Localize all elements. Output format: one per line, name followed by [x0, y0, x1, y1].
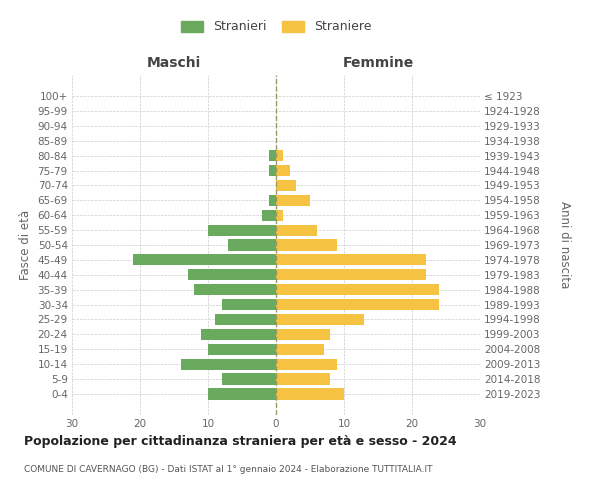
Bar: [276, 269, 425, 280]
Bar: [276, 254, 425, 266]
Bar: [208, 388, 276, 400]
Bar: [276, 329, 331, 340]
Text: Maschi: Maschi: [147, 56, 201, 70]
Bar: [262, 210, 276, 221]
Bar: [276, 150, 283, 161]
Bar: [276, 388, 344, 400]
Legend: Stranieri, Straniere: Stranieri, Straniere: [177, 16, 375, 37]
Y-axis label: Fasce di età: Fasce di età: [19, 210, 32, 280]
Bar: [276, 194, 310, 206]
Bar: [276, 299, 439, 310]
Bar: [229, 240, 276, 250]
Bar: [276, 180, 296, 191]
Bar: [221, 299, 276, 310]
Y-axis label: Anni di nascita: Anni di nascita: [557, 202, 571, 288]
Text: COMUNE DI CAVERNAGO (BG) - Dati ISTAT al 1° gennaio 2024 - Elaborazione TUTTITAL: COMUNE DI CAVERNAGO (BG) - Dati ISTAT al…: [24, 465, 433, 474]
Bar: [276, 240, 337, 250]
Text: Popolazione per cittadinanza straniera per età e sesso - 2024: Popolazione per cittadinanza straniera p…: [24, 435, 457, 448]
Bar: [276, 210, 283, 221]
Bar: [276, 165, 290, 176]
Bar: [269, 194, 276, 206]
Bar: [188, 269, 276, 280]
Bar: [276, 314, 364, 325]
Bar: [276, 224, 317, 235]
Bar: [181, 358, 276, 370]
Bar: [276, 358, 337, 370]
Bar: [208, 344, 276, 355]
Bar: [194, 284, 276, 296]
Bar: [269, 165, 276, 176]
Bar: [133, 254, 276, 266]
Bar: [201, 329, 276, 340]
Bar: [221, 374, 276, 384]
Bar: [269, 150, 276, 161]
Bar: [276, 284, 439, 296]
Bar: [276, 344, 323, 355]
Bar: [276, 374, 331, 384]
Text: Femmine: Femmine: [343, 56, 413, 70]
Bar: [208, 224, 276, 235]
Bar: [215, 314, 276, 325]
